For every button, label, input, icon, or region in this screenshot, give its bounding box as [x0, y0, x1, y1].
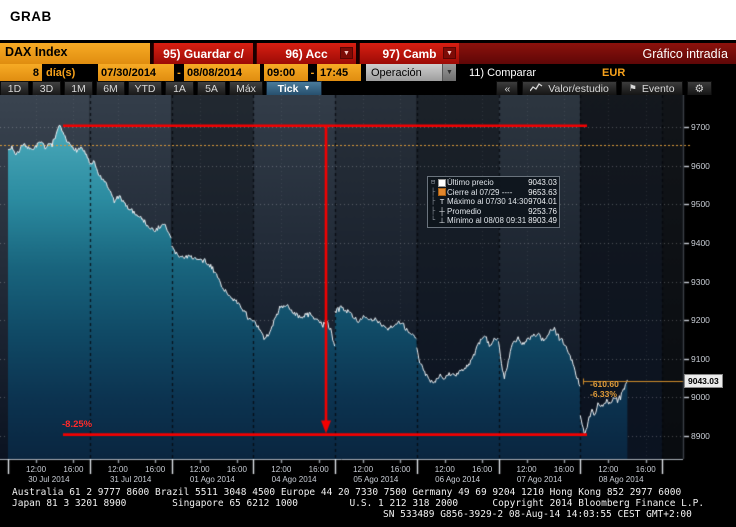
line-chart-icon	[529, 82, 543, 95]
legend-value: 9043.03	[528, 178, 557, 187]
collapse-panel-button[interactable]: «	[496, 81, 519, 96]
high-marker-icon: T	[439, 197, 445, 207]
range-separator: -	[177, 66, 181, 79]
date-from-field[interactable]: 07/30/2014	[98, 64, 174, 81]
legend-label: Mínimo al 08/08 09:31	[447, 216, 527, 226]
footer-contacts-line1: Australia 61 2 9777 8600 Brazil 5511 304…	[12, 487, 682, 498]
time-from-field[interactable]: 09:00	[264, 64, 308, 81]
study-button[interactable]: Valor/estudio	[522, 81, 617, 96]
tab-period-ytd[interactable]: YTD	[128, 81, 162, 96]
footer-contacts-line2: Japan 81 3 3201 8900 Singapore 65 6212 1…	[12, 498, 705, 509]
tab-period-5a[interactable]: 5A	[197, 81, 226, 96]
flag-icon: ⚑	[628, 83, 637, 93]
legend-label: Último precio	[447, 178, 494, 187]
save-as-button[interactable]: 95) Guardar c/	[153, 43, 253, 64]
chart-legend[interactable]: ⊟ Último precio 9043.03 ├ Cierre al 07/29 --…	[427, 176, 560, 228]
gear-icon: ⚙	[694, 82, 704, 95]
legend-row: ⊟ Último precio 9043.03	[429, 178, 557, 188]
chevron-down-icon[interactable]: ▼	[340, 47, 353, 59]
legend-tree-branch: ├	[430, 206, 436, 215]
chart-tools: « Valor/estudio ⚑ Evento ⚙	[492, 81, 712, 96]
footer-session-line: SN 533489 G856-3929-2 08-Aug-14 14:03:55…	[383, 509, 692, 520]
chevron-down-icon[interactable]: ▼	[443, 47, 456, 59]
legend-row: ├ T Máximo al 07/30 14:30 9704.01	[429, 197, 557, 207]
tab-period-6m[interactable]: 6M	[96, 81, 125, 96]
tab-period-1a[interactable]: 1A	[165, 81, 194, 96]
drop-percent-annotation: -8.25%	[62, 419, 93, 430]
time-to-field[interactable]: 17:45	[317, 64, 361, 81]
security-ticker-field[interactable]: DAX Index	[0, 43, 150, 64]
tab-period-3d[interactable]: 3D	[32, 81, 61, 96]
terminal-footer: Australia 61 2 9777 8600 Brazil 5511 304…	[0, 485, 736, 527]
change-percent-label: -6.33%	[590, 389, 617, 399]
compare-button[interactable]: 11) Comparar	[469, 66, 537, 79]
legend-collapse-icon[interactable]: ⊟	[430, 178, 436, 186]
command-toolbar: DAX Index 95) Guardar c/ 96) Acc ▼ 97) C…	[0, 43, 736, 64]
legend-label: Máximo al 07/30 14:30	[447, 197, 528, 207]
legend-row: └ ⊥ Mínimo al 08/08 09:31 8903.49	[429, 216, 557, 226]
tab-period-1m[interactable]: 1M	[64, 81, 93, 96]
legend-value: 9704.01	[528, 197, 557, 207]
screen-title: Gráfico intradía	[642, 46, 728, 61]
legend-label: Promedio	[447, 206, 482, 216]
settings-button[interactable]: ⚙	[686, 81, 712, 96]
change-absolute-label: -610.60	[590, 379, 619, 389]
change-button[interactable]: 97) Camb ▼	[359, 43, 459, 64]
grab-header-bar: GRAB	[0, 0, 736, 40]
prev-close-marker-icon	[437, 188, 447, 197]
legend-tree-branch: └	[430, 216, 436, 225]
legend-value: 9253.76	[528, 206, 557, 216]
actions-button[interactable]: 96) Acc ▼	[256, 43, 356, 64]
legend-value: 8903.49	[528, 216, 557, 226]
legend-tree-branch: ├	[430, 187, 436, 196]
legend-label: Cierre al 07/29 ----	[447, 187, 513, 197]
chevron-down-icon[interactable]: ▼	[442, 64, 456, 81]
days-count-field[interactable]: 8	[0, 64, 42, 81]
toolbar-divider	[150, 43, 153, 64]
currency-label[interactable]: EUR	[602, 66, 626, 79]
low-marker-icon: ⊥	[438, 216, 446, 226]
tab-period-máx[interactable]: Máx	[229, 81, 263, 96]
tab-tick-active[interactable]: Tick ▼	[266, 81, 322, 96]
event-button[interactable]: ⚑ Evento	[620, 81, 683, 96]
grab-title: GRAB	[10, 9, 52, 24]
legend-value: 9653.63	[528, 187, 557, 197]
intraday-chart-canvas[interactable]	[0, 95, 736, 485]
last-price-axis-label: 9043.03	[684, 374, 723, 388]
date-to-field[interactable]: 08/08/2014	[184, 64, 260, 81]
toolbar-divider	[253, 43, 256, 64]
last-price-marker-icon	[437, 178, 447, 187]
days-unit-label: día(s)	[46, 66, 76, 79]
legend-tree-branch: ├	[430, 197, 436, 206]
legend-row: ├ ┼ Promedio 9253.76	[429, 207, 557, 217]
legend-row: ├ Cierre al 07/29 ---- 9653.63	[429, 188, 557, 198]
operation-dropdown[interactable]: Operación	[366, 64, 442, 81]
tab-period-1d[interactable]: 1D	[0, 81, 29, 96]
chevron-down-icon: ▼	[303, 85, 311, 92]
range-separator: -	[310, 66, 315, 79]
period-tab-bar: 1D 3D 1M 6M YTD 1A 5A Máx Tick ▼ « Valor/estudi…	[0, 81, 736, 96]
toolbar-divider	[356, 43, 359, 64]
avg-marker-icon: ┼	[439, 206, 445, 216]
range-controls: 8 día(s) 07/30/2014 - 08/08/2014 09:00 -…	[0, 64, 736, 81]
